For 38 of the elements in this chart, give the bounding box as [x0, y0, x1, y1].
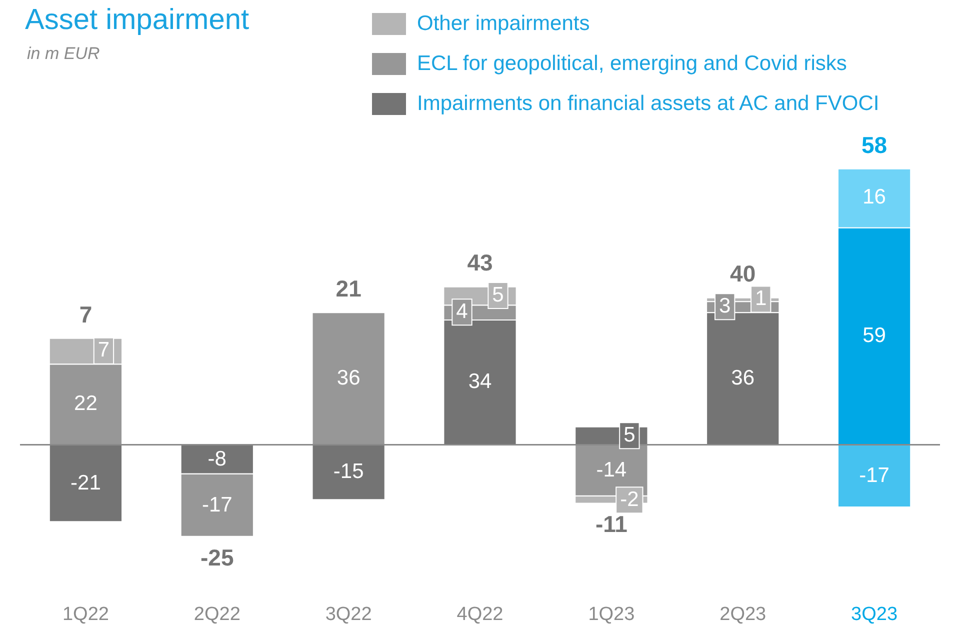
legend-label: ECL for geopolitical, emerging and Covid risks [417, 52, 847, 76]
data-label: -17 [859, 464, 890, 487]
total-label: 58 [861, 132, 888, 158]
data-label: 3 [719, 294, 731, 318]
data-label: 59 [862, 324, 886, 347]
chart-subtitle: in m EUR [27, 44, 100, 64]
chart-title: Asset impairment [25, 4, 250, 37]
total-label: -25 [200, 544, 234, 570]
x-tick-label: 1Q22 [62, 604, 109, 625]
legend-label: Impairments on financial assets at AC and FVOCI [417, 92, 880, 116]
data-label: 36 [336, 366, 360, 390]
data-label: 5 [624, 423, 636, 446]
x-tick-label: 2Q23 [720, 604, 766, 625]
data-label: -21 [70, 471, 101, 494]
data-label: -14 [596, 458, 627, 482]
total-label: -11 [595, 511, 628, 538]
data-label: 34 [468, 370, 492, 393]
data-label: 4 [456, 300, 468, 323]
x-tick-label: 4Q22 [456, 604, 504, 625]
x-tick-label: 2Q22 [194, 604, 240, 625]
data-label: 22 [74, 392, 98, 416]
data-label: 1 [755, 287, 767, 310]
data-label: 16 [862, 186, 886, 209]
x-tick-label: 3Q22 [325, 604, 372, 625]
legend-label: Other impairments [417, 12, 590, 36]
data-label: -15 [333, 460, 364, 484]
total-label: 43 [467, 250, 493, 276]
data-label: -2 [620, 488, 639, 511]
data-label: -8 [208, 447, 226, 470]
total-label: 7 [79, 301, 92, 328]
total-label: 40 [730, 260, 756, 287]
x-tick-label: 3Q23 [851, 604, 898, 625]
data-label: -17 [202, 493, 232, 516]
data-label: 5 [492, 283, 504, 306]
data-label: 7 [98, 338, 110, 362]
x-tick-label: 1Q23 [588, 604, 635, 625]
data-label: 36 [731, 366, 755, 390]
total-label: 21 [336, 275, 362, 302]
